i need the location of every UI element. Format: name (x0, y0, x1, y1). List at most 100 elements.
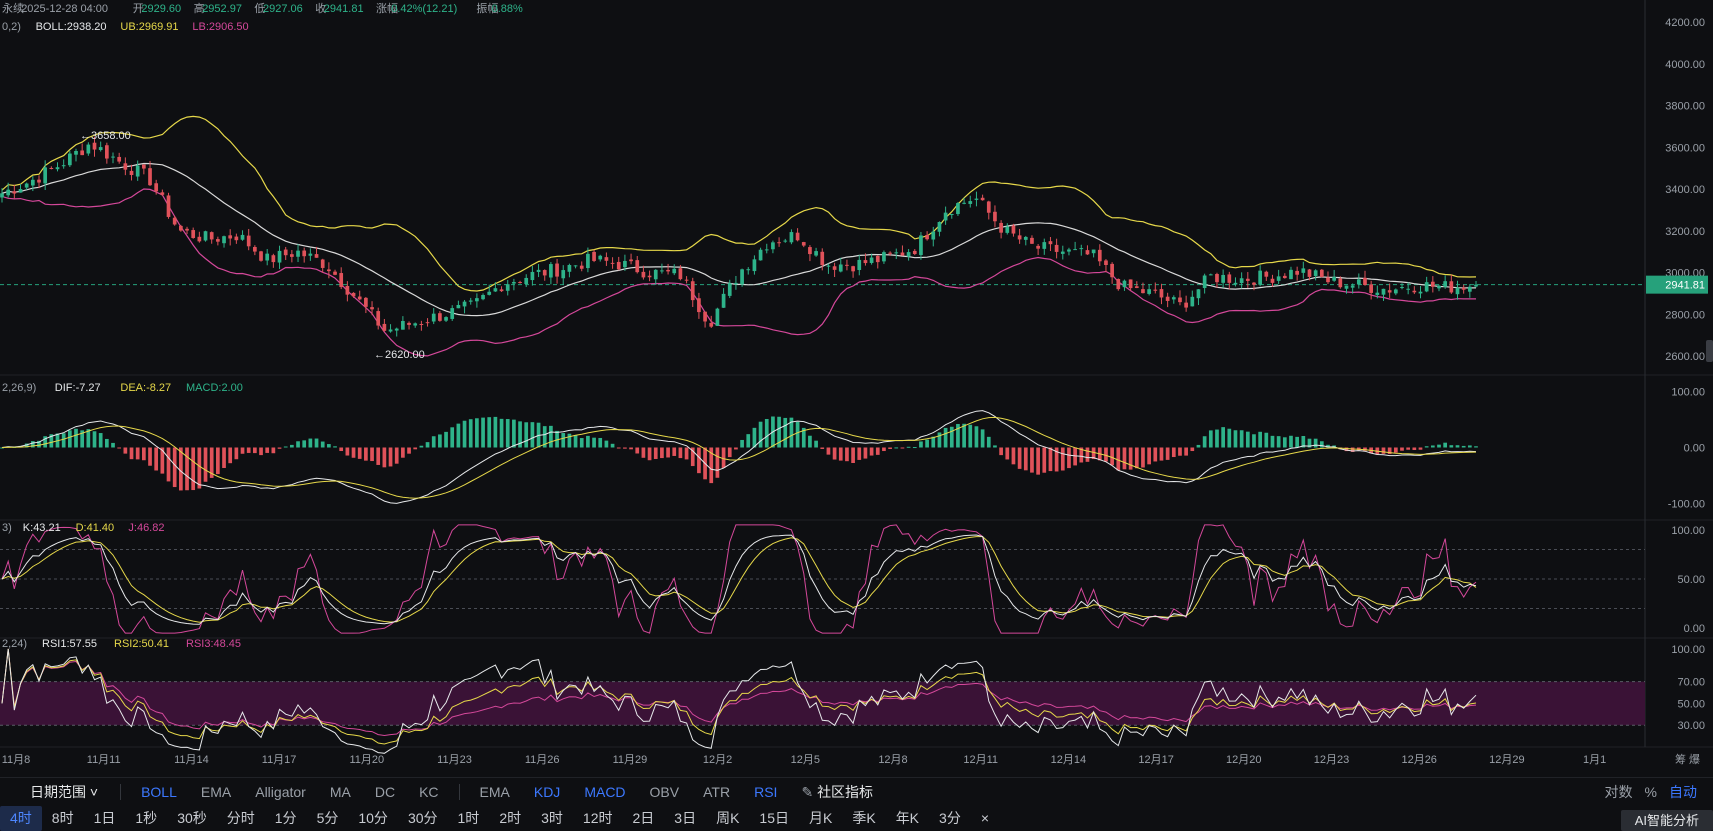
close-timeframes-icon[interactable]: × (980, 810, 990, 826)
timeframe-21[interactable]: 3分 (939, 810, 961, 826)
candle (364, 297, 368, 307)
candle (1208, 274, 1213, 276)
sub-indicator-macd[interactable]: MACD (584, 784, 626, 800)
candle (80, 150, 85, 156)
chart-canvas[interactable]: ←3658.00 ←2620.00 4200.00 4000.00 3800.00 360… (0, 0, 1713, 777)
sub-indicator-atr[interactable]: ATR (703, 784, 731, 800)
timeframe-13[interactable]: 12时 (582, 810, 613, 826)
candle (197, 236, 202, 242)
macd-histogram-bar (117, 447, 122, 449)
macd-histogram-bar (505, 419, 510, 448)
candle (1005, 226, 1010, 233)
candle (746, 269, 751, 271)
macd-histogram-bar (758, 421, 763, 448)
candle (1190, 296, 1195, 307)
candle (1134, 286, 1139, 288)
candle (265, 253, 270, 261)
timeframe-11[interactable]: 2时 (499, 810, 522, 826)
ai-analysis-button[interactable]: AI智能分析 (1620, 810, 1713, 831)
timeframe-8[interactable]: 10分 (358, 810, 388, 826)
timeframe-3[interactable]: 1秒 (135, 810, 158, 826)
macd-histogram-bar (1110, 447, 1114, 466)
candle (499, 289, 504, 292)
timeframe-15[interactable]: 3日 (674, 810, 697, 826)
candle (407, 322, 411, 325)
timeframe-20[interactable]: 年K (895, 810, 920, 826)
x-tick-label: 11月14 (174, 754, 209, 766)
macd-histogram-bar (154, 447, 159, 471)
macd-histogram-bar (67, 430, 72, 448)
macd-histogram-bar (333, 446, 337, 448)
timeframe-12[interactable]: 3时 (541, 810, 563, 826)
main-indicator-ma[interactable]: MA (329, 784, 351, 800)
candle (1067, 249, 1071, 252)
sub-indicator-ema[interactable]: EMA (479, 784, 510, 800)
macd-histogram-bar (1412, 447, 1417, 451)
x-tick-label: 11月26 (525, 754, 560, 766)
chart-background (0, 0, 1713, 777)
timeframe-19[interactable]: 季K (852, 810, 876, 826)
macd-histogram-bar (450, 427, 455, 448)
auto-scale-toggle[interactable]: 自动 (1669, 784, 1697, 800)
timeframe-18[interactable]: 月K (809, 810, 833, 826)
log-scale-toggle[interactable]: 对数 (1604, 784, 1633, 800)
main-indicator-kc[interactable]: KC (419, 784, 439, 800)
candle (715, 308, 720, 326)
sub-indicator-rsi[interactable]: RSI (754, 784, 778, 800)
x-tick-label: 12月29 (1489, 754, 1524, 766)
timeframe-0[interactable]: 4时 (0, 806, 42, 831)
macd-histogram-bar (1178, 447, 1182, 456)
macd-histogram-bar (598, 437, 603, 448)
macd-histogram-bar (351, 447, 356, 458)
candle (1455, 287, 1460, 295)
macd-histogram-bar (623, 447, 627, 449)
candle (67, 153, 72, 166)
kdj-tick-label: 0.00 (1684, 623, 1705, 635)
sub-indicator-obv[interactable]: OBV (649, 784, 680, 800)
timeframe-2[interactable]: 1日 (93, 810, 116, 826)
macd-histogram-bar (216, 447, 220, 475)
timeframe-9[interactable]: 30分 (407, 810, 438, 826)
indicator-toolbar: 日期范围 ˅ BOLL EMA Alligator MA DC KC EMA K… (0, 777, 1713, 806)
timeframe-4[interactable]: 30秒 (177, 810, 207, 826)
candle (666, 269, 670, 272)
main-indicator-boll[interactable]: BOLL (141, 784, 177, 800)
candle (1042, 242, 1047, 249)
macd-histogram-bar (845, 447, 849, 462)
timeframe-1[interactable]: 8时 (51, 810, 74, 826)
main-indicator-alligator[interactable]: Alligator (255, 784, 306, 800)
timeframe-10[interactable]: 1时 (457, 810, 480, 826)
candle (1369, 284, 1374, 293)
timeframe-17[interactable]: 15日 (759, 810, 789, 826)
macd-histogram-bar (1005, 447, 1010, 460)
macd-histogram-bar (820, 447, 825, 449)
macd-histogram-bar (549, 425, 553, 448)
percent-scale-toggle[interactable]: % (1644, 784, 1657, 800)
candle (234, 236, 239, 241)
timeframe-7[interactable]: 5分 (316, 810, 339, 826)
macd-histogram-bar (999, 447, 1003, 456)
candle (271, 255, 276, 263)
date-range-button[interactable]: 日期范围 ˅ (30, 784, 99, 800)
main-indicator-ema[interactable]: EMA (200, 784, 232, 800)
candle (1245, 278, 1250, 281)
sub-indicator-kdj[interactable]: KDJ (533, 784, 561, 800)
candle (795, 232, 800, 241)
candle (845, 264, 849, 266)
timeframe-14[interactable]: 2日 (632, 810, 655, 826)
timeframe-6[interactable]: 1分 (274, 810, 297, 826)
timeframe-16[interactable]: 周K (716, 810, 740, 826)
kdj-d-line (1, 536, 1477, 623)
timeframe-5[interactable]: 分时 (226, 810, 255, 826)
candle (345, 285, 350, 295)
community-indicators-button[interactable]: ✎ 社区指标 (789, 782, 885, 802)
macd-histogram-bar (376, 447, 381, 465)
candle (1319, 269, 1324, 277)
candle (1258, 270, 1262, 285)
x-tick-label: 12月17 (1138, 754, 1173, 766)
macd-histogram-bar (296, 441, 300, 448)
candle (808, 247, 812, 255)
candle (814, 251, 818, 256)
main-indicator-dc[interactable]: DC (374, 784, 396, 800)
candle (1147, 289, 1151, 294)
